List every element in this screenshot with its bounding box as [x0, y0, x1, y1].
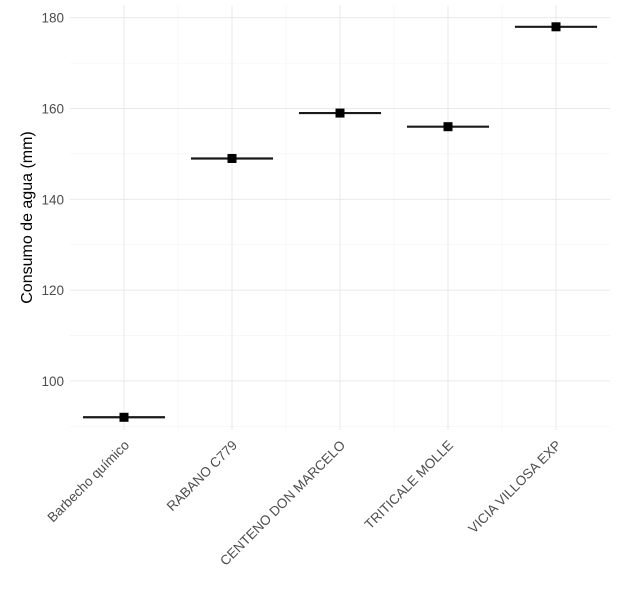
data-point	[335, 108, 345, 118]
y-tick-label: 140	[41, 192, 64, 207]
data-point	[443, 122, 453, 132]
y-tick-labels: 100 120 140 160 180	[41, 11, 64, 389]
x-tick-label: VICIA VILLOSA EXP	[465, 438, 564, 537]
data-point	[227, 153, 237, 163]
y-tick-label: 160	[41, 102, 64, 117]
x-tick-label: TRITICALE MOLLE	[362, 438, 456, 532]
data-marks	[82, 22, 598, 422]
y-tick-label: 100	[41, 374, 64, 389]
y-tick-label: 120	[41, 283, 64, 298]
x-tick-label: CENTENO DON MARCELO	[217, 438, 348, 569]
grid	[70, 5, 610, 430]
x-tick-label: Barbecho químico	[45, 438, 133, 526]
y-tick-label: 180	[41, 11, 64, 26]
data-point	[119, 412, 129, 422]
x-tick-label: RABANO C779	[164, 438, 240, 514]
data-point	[551, 22, 561, 32]
y-axis-title: Consumo de agua (mm)	[19, 131, 36, 304]
